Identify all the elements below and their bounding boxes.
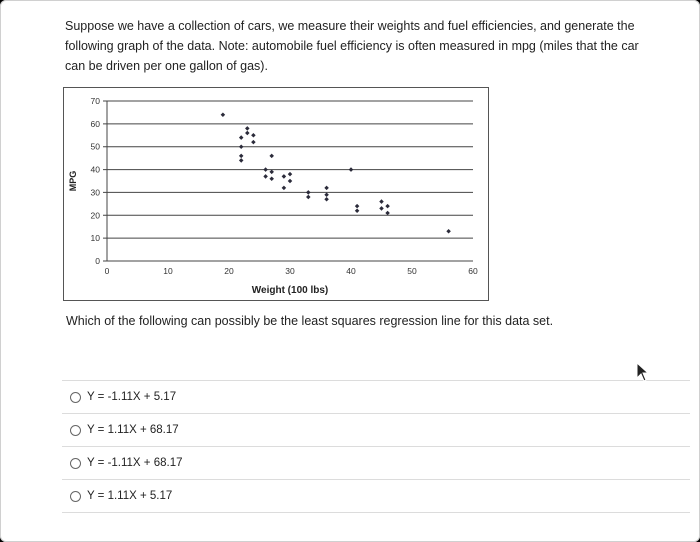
y-tick-label: 0	[95, 256, 100, 266]
data-point	[446, 229, 451, 234]
data-point	[324, 192, 329, 197]
answer-option-label: Y = 1.11X + 5.17	[87, 490, 173, 502]
radio-button-icon[interactable]	[70, 424, 81, 436]
data-point	[287, 178, 293, 184]
data-point	[354, 203, 360, 209]
x-tick-label: 20	[224, 266, 234, 276]
data-point	[238, 153, 244, 159]
y-tick-label: 60	[91, 119, 101, 129]
data-point	[281, 185, 287, 191]
data-point	[287, 171, 293, 177]
data-point	[245, 126, 250, 131]
radio-button-icon[interactable]	[70, 457, 81, 469]
answer-option-4[interactable]: Y = 1.11X + 5.17	[62, 480, 690, 513]
x-axis-title: Weight (100 lbs)	[252, 285, 329, 296]
mouse-pointer-icon	[636, 362, 650, 382]
answer-option-1[interactable]: Y = -1.11X + 5.17	[62, 381, 690, 414]
y-tick-label: 50	[91, 142, 101, 152]
x-tick-label: 50	[407, 266, 417, 276]
data-point	[385, 203, 390, 209]
data-point	[238, 135, 244, 140]
data-point	[379, 206, 384, 211]
data-point	[263, 174, 268, 179]
radio-button-icon[interactable]	[70, 490, 81, 502]
answer-option-3[interactable]: Y = -1.11X + 68.17	[62, 447, 690, 480]
data-point	[385, 210, 390, 216]
y-tick-label: 70	[91, 96, 101, 106]
data-point	[251, 133, 256, 138]
data-point	[269, 176, 274, 181]
x-tick-label: 40	[346, 266, 356, 276]
data-point	[306, 194, 311, 200]
data-point	[238, 158, 244, 163]
data-point	[281, 174, 287, 179]
x-tick-label: 10	[163, 266, 173, 276]
y-tick-label: 30	[91, 187, 101, 197]
answer-option-label: Y = 1.11X + 68.17	[87, 424, 179, 436]
y-tick-label: 20	[91, 210, 101, 220]
data-point	[263, 167, 268, 172]
data-point	[306, 190, 311, 195]
radio-button-icon[interactable]	[70, 391, 81, 403]
x-tick-label: 30	[285, 266, 295, 276]
data-point	[324, 185, 329, 191]
data-point	[348, 167, 354, 172]
answer-option-label: Y = -1.11X + 5.17	[87, 391, 177, 403]
answer-option-2[interactable]: Y = 1.11X + 68.17	[62, 414, 690, 447]
scatter-plot-figure: 0 10 20 30 40 50 70 60 0 10 20 30 40 50 60 Weight (100 …	[63, 87, 489, 301]
data-point	[354, 208, 360, 213]
data-point	[245, 130, 250, 136]
question-prompt: Which of the following can possibly be t…	[66, 314, 554, 328]
data-point	[269, 153, 274, 159]
y-axis-title: MPG	[68, 171, 78, 192]
x-tick-label: 0	[105, 266, 110, 276]
y-tick-label: 40	[91, 165, 101, 175]
y-tick-label: 10	[91, 233, 101, 243]
data-point	[238, 144, 244, 149]
data-point	[324, 197, 329, 202]
data-point	[251, 139, 256, 145]
answer-option-label: Y = -1.11X + 68.17	[87, 457, 183, 469]
x-tick-label: 60	[468, 266, 478, 276]
data-point	[269, 169, 274, 175]
choices-divider	[62, 380, 690, 381]
question-text: Suppose we have a collection of cars, we…	[65, 19, 639, 73]
data-point	[220, 112, 226, 117]
answer-choices: Y = -1.11X + 5.17 Y = 1.11X + 68.17 Y = …	[62, 380, 690, 513]
scatter-plot: 0 10 20 30 40 50 70 60 0 10 20 30 40 50 60 Weight (100 …	[68, 96, 478, 296]
data-point	[379, 199, 384, 204]
